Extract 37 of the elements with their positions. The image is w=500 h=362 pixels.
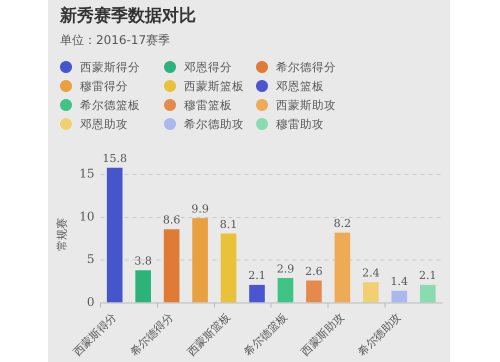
data-label: 8.2 <box>334 217 352 230</box>
data-label: 15.8 <box>102 152 127 166</box>
legend-label: 希尔德助攻 <box>184 116 244 132</box>
x-tick-label: 希尔德助攻 <box>355 310 404 359</box>
data-label: 8.6 <box>162 214 180 227</box>
data-label: 2.4 <box>362 266 380 280</box>
legend-label: 穆雷得分 <box>80 78 128 94</box>
y-axis-title: 常规赛 <box>56 218 69 251</box>
x-tick-label: 希尔德篮板 <box>242 310 290 359</box>
legend-label: 西蒙斯助攻 <box>276 98 336 112</box>
data-label: 2.1 <box>248 269 266 282</box>
data-label: 2.1 <box>419 269 437 282</box>
x-tick-label: 希尔德得分 <box>128 310 176 359</box>
legend-label: 邓恩得分 <box>184 60 232 74</box>
data-label: 3.8 <box>134 254 152 268</box>
legend-label: 西蒙斯篮板 <box>184 78 244 94</box>
y-tick-label: 15 <box>79 166 94 181</box>
data-label: 2.6 <box>305 264 323 278</box>
legend-label: 穆雷篮板 <box>184 98 232 112</box>
x-tick-label: 西蒙斯篮板 <box>184 310 233 359</box>
legend-label: 希尔德得分 <box>276 60 336 74</box>
y-tick-label: 0 <box>86 294 94 309</box>
data-label: 1.4 <box>390 275 408 288</box>
legend-label: 穆雷助攻 <box>276 116 324 132</box>
legend-label: 邓恩助攻 <box>80 116 128 132</box>
data-label: 2.9 <box>276 262 294 276</box>
x-tick-label: 西蒙斯得分 <box>70 310 119 359</box>
legend-label: 希尔德篮板 <box>80 98 140 112</box>
x-tick-label: 西蒙斯助攻 <box>298 310 347 359</box>
y-tick-label: 5 <box>86 252 94 266</box>
legend-label: 邓恩篮板 <box>276 78 324 94</box>
data-label: 8.1 <box>220 218 238 231</box>
chart-title: 新秀赛季数据对比 <box>60 5 196 27</box>
chart-subtitle: 单位：2016-17赛季 <box>60 32 170 49</box>
y-tick-label: 10 <box>79 209 94 224</box>
legend-label: 西蒙斯得分 <box>80 60 140 74</box>
data-label: 9.9 <box>191 202 209 216</box>
